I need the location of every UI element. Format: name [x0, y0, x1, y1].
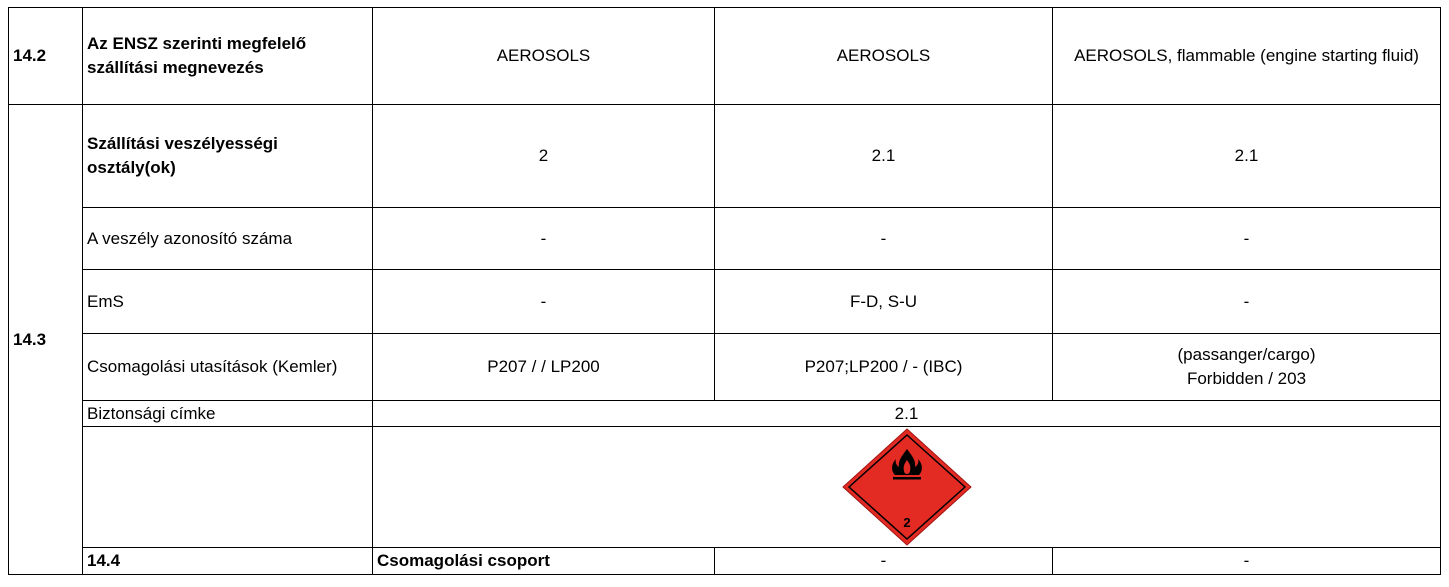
flammable-gas-diamond-icon: 2 — [841, 428, 972, 546]
placard-class-number: 2 — [903, 515, 910, 530]
cell-col3: - — [1052, 269, 1441, 334]
cell-col1: - — [372, 269, 715, 334]
cell-col2: - — [714, 207, 1053, 270]
cell-col3: - — [1052, 207, 1441, 270]
section-number: 14.4 — [82, 547, 373, 575]
row-label: Biztonsági címke — [82, 400, 373, 427]
row-14-2: 14.2 Az ENSZ szerinti megfelelő szállítá… — [8, 7, 1441, 105]
cell-col1: 2 — [372, 104, 715, 208]
transport-info-table: 14.2 Az ENSZ szerinti megfelelő szállítá… — [8, 7, 1441, 575]
cell-col2: F-D, S-U — [714, 269, 1053, 334]
cell-col2: 2.1 — [714, 104, 1053, 208]
placard-cell: 2 — [372, 426, 1441, 548]
row-ems: EmS - F-D, S-U - — [9, 269, 1441, 334]
cell-col3: AEROSOLS, flammable (engine starting flu… — [1052, 7, 1441, 105]
row-packing-instructions: Csomagolási utasítások (Kemler) P207 / /… — [9, 333, 1441, 401]
cell-col2: - — [1052, 547, 1441, 575]
row-safety-label: Biztonsági címke 2.1 — [9, 400, 1441, 427]
cell-col3-line1: (passanger/cargo) — [1177, 345, 1316, 364]
row-label: A veszély azonosító száma — [82, 207, 373, 270]
row-hazard-class: 14.3 Szállítási veszélyességi osztály(ok… — [8, 104, 1441, 575]
empty-label-cell — [82, 426, 373, 548]
row-label: Csomagolási utasítások (Kemler) — [82, 333, 373, 401]
cell-col2: AEROSOLS — [714, 7, 1053, 105]
row-label: EmS — [82, 269, 373, 334]
cell-col1: AEROSOLS — [372, 7, 715, 105]
section-number: 14.2 — [8, 7, 83, 105]
cell-col1: - — [372, 207, 715, 270]
cell-col3-line2: Forbidden / 203 — [1186, 369, 1307, 388]
cell-col3: (passanger/cargo) Forbidden / 203 — [1052, 333, 1441, 401]
row-placard: 2 — [9, 426, 1441, 548]
row-label: Az ENSZ szerinti megfelelő szállítási me… — [82, 7, 373, 105]
row-label: Szállítási veszélyességi osztály(ok) — [82, 104, 373, 208]
cell-col1: P207 / / LP200 — [372, 333, 715, 401]
safety-label-value: 2.1 — [372, 400, 1441, 427]
section-number: 14.3 — [8, 104, 83, 575]
row-14-4: 14.4 Csomagolási csoport - - - — [9, 547, 1441, 575]
cell-col1: - — [714, 547, 1053, 575]
cell-col2: P207;LP200 / - (IBC) — [714, 333, 1053, 401]
cell-col3: 2.1 — [1052, 104, 1441, 208]
row-hazard-id: A veszély azonosító száma - - - — [9, 207, 1441, 270]
row-label: Csomagolási csoport — [372, 547, 715, 575]
